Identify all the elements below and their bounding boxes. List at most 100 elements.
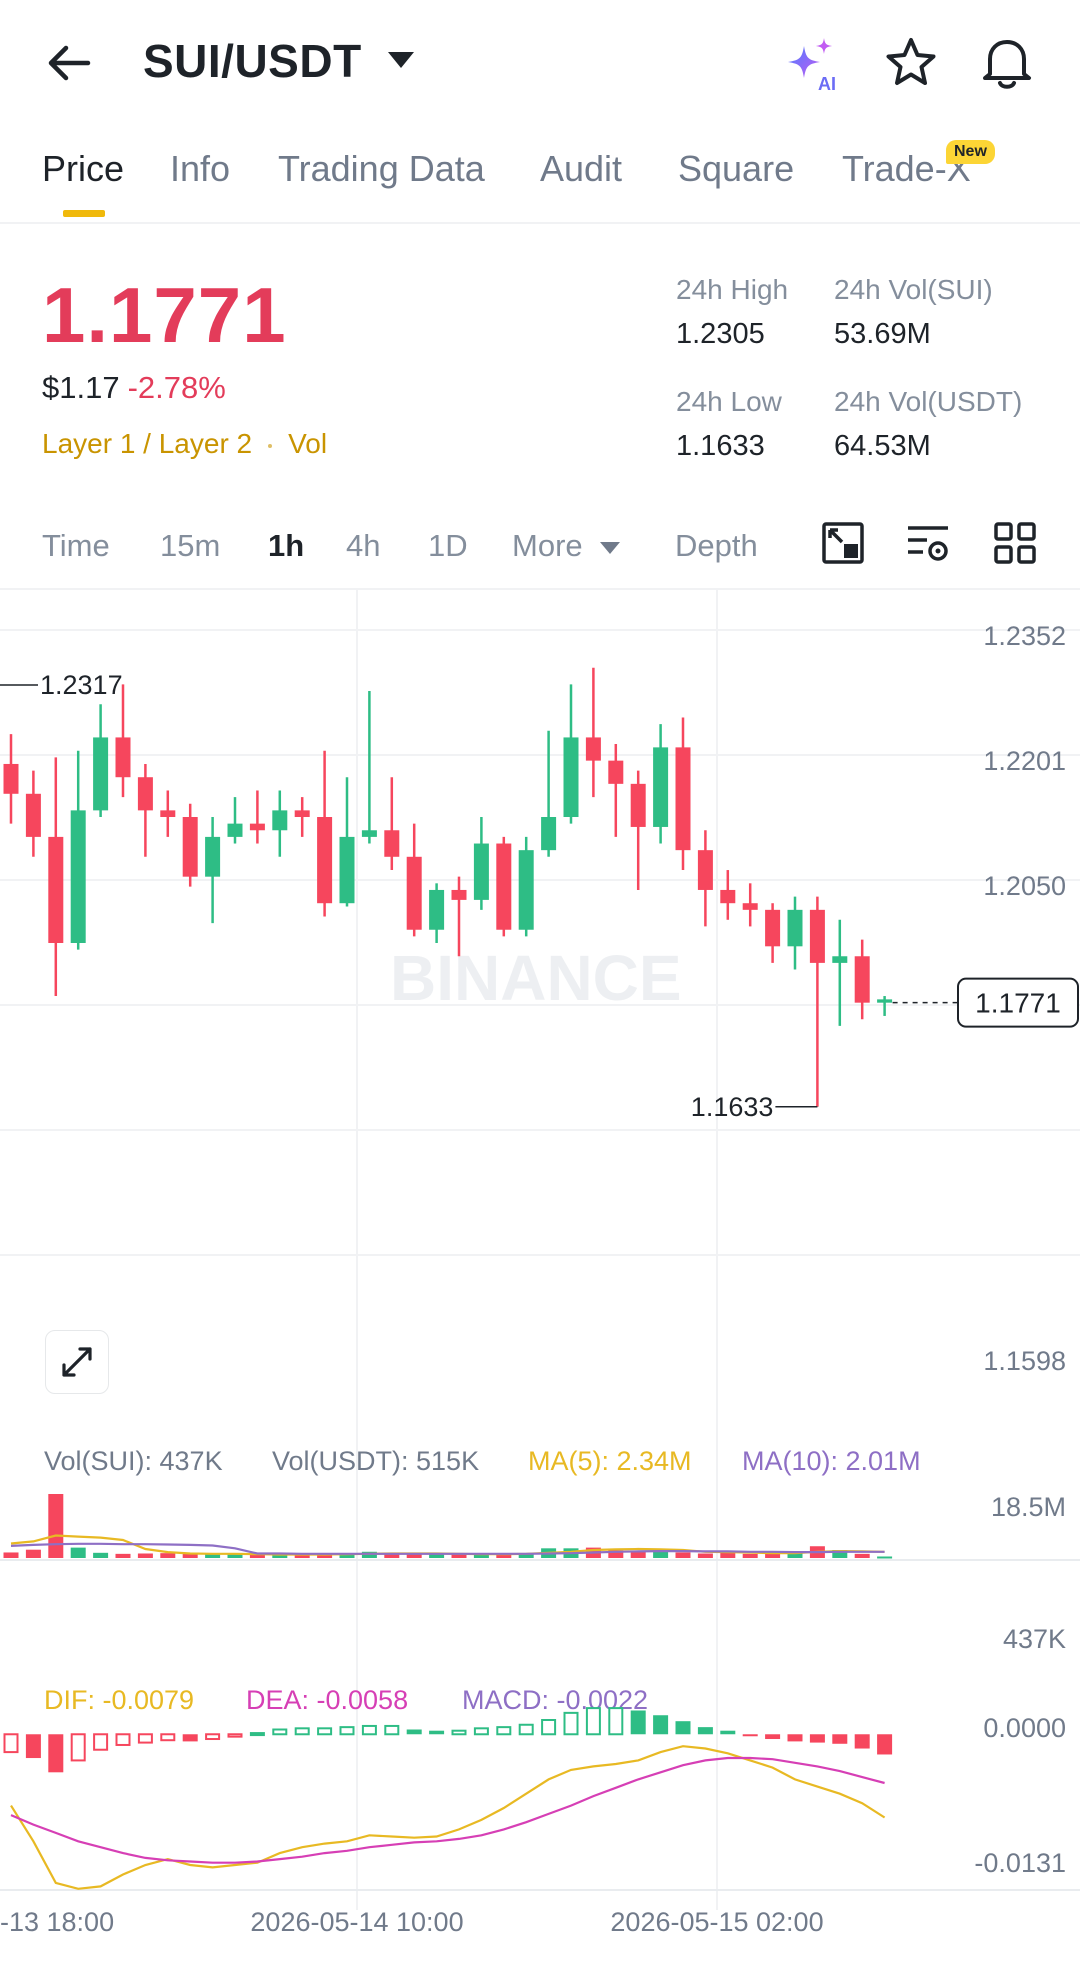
candle-body <box>227 823 243 837</box>
macd-histogram-bar <box>675 1721 691 1735</box>
candle-body <box>675 747 691 851</box>
vol-usdt-label: 24h Vol(USDT) <box>834 386 1023 417</box>
ma10-line <box>10 1542 885 1555</box>
active-tab-indicator <box>63 210 105 217</box>
tab-trading-data[interactable]: Trading Data <box>278 148 485 189</box>
macd-histogram-bar <box>384 1724 400 1736</box>
tab-price[interactable]: Price <box>42 148 125 189</box>
trading-pair-title[interactable]: SUI/USDT <box>143 35 362 87</box>
interval-15m[interactable]: 15m <box>160 528 221 563</box>
tab-audit[interactable]: Audit <box>540 148 623 189</box>
macd-histogram-bar <box>406 1729 422 1735</box>
min-price-label: 1.1633 <box>691 1092 774 1122</box>
high-label: 24h High <box>676 274 789 305</box>
layout-grid-icon[interactable] <box>992 520 1038 566</box>
macd-histogram-bar <box>809 1734 825 1743</box>
volume-bar <box>765 1552 781 1558</box>
dea-legend: DEA: -0.0058 <box>246 1685 408 1715</box>
candle-body <box>496 843 512 930</box>
vol-usdt-legend: Vol(USDT): 515K <box>272 1446 479 1476</box>
candle-body <box>429 889 445 930</box>
price-change-percent: -2.78% <box>127 370 226 405</box>
volume-bar <box>854 1553 870 1558</box>
vol-sui-value: 53.69M <box>834 318 931 350</box>
chart-mode-icon[interactable] <box>820 520 866 566</box>
volume-bar <box>877 1556 893 1559</box>
macd-histogram-bar <box>585 1707 601 1736</box>
candle-body <box>630 783 646 827</box>
max-price-label: 1.2317 <box>40 670 123 700</box>
expand-icon <box>62 1347 92 1377</box>
interval-1d[interactable]: 1D <box>428 528 468 563</box>
candle-body <box>765 909 781 947</box>
volume-bar <box>697 1553 713 1558</box>
ai-label: AI <box>818 74 836 94</box>
candle-body <box>832 956 848 963</box>
volume-bar <box>137 1553 153 1558</box>
candle-body <box>70 810 86 943</box>
interval-depth[interactable]: Depth <box>675 528 758 563</box>
candle-body <box>115 737 131 778</box>
macd-histogram-bar <box>765 1734 781 1740</box>
volume-bar <box>429 1554 445 1558</box>
back-arrow-icon[interactable] <box>44 38 94 88</box>
new-badge: New <box>946 140 995 164</box>
macd-axis-min: -0.0131 <box>974 1848 1066 1878</box>
more-caret-icon[interactable] <box>600 542 620 554</box>
alert-bell-icon[interactable] <box>978 32 1036 92</box>
vol-sui-legend: Vol(SUI): 437K <box>44 1446 223 1476</box>
indicator-settings-icon[interactable] <box>905 520 951 566</box>
candle-body <box>339 836 355 904</box>
candle-body <box>406 856 422 930</box>
dea-line <box>10 1756 885 1864</box>
volume-bar <box>48 1494 64 1558</box>
macd-histogram-bar <box>832 1734 848 1744</box>
macd-pane: DIF: -0.0079 DEA: -0.0058 MACD: -0.00220.0… <box>3 1685 1066 1890</box>
candle-body <box>787 909 803 947</box>
tab-square[interactable]: Square <box>678 148 795 189</box>
time-axis-label: 2026-05-15 02:00 <box>610 1907 823 1937</box>
volume-bar <box>25 1549 41 1558</box>
volume-bar <box>317 1554 333 1558</box>
chart-grid <box>0 590 1080 1910</box>
candle-body <box>3 763 19 794</box>
candle-body <box>653 747 669 827</box>
fiat-price-row: $1.17 -2.78% <box>42 370 226 406</box>
candle-body <box>451 889 467 900</box>
pair-dropdown-caret-icon[interactable] <box>388 52 414 68</box>
tab-info[interactable]: Info <box>170 148 231 189</box>
macd-histogram-bar <box>787 1734 803 1742</box>
candle-body <box>294 810 310 818</box>
price-axis-label: 1.2050 <box>983 871 1066 901</box>
candle-body <box>720 889 736 904</box>
volume-bar <box>720 1552 736 1558</box>
macd-histogram-bar <box>48 1734 64 1773</box>
low-value: 1.1633 <box>676 430 765 462</box>
interval-time[interactable]: Time <box>42 528 110 563</box>
favorite-star-icon[interactable] <box>882 34 940 92</box>
candle-body <box>25 793 41 837</box>
dif-line <box>10 1745 886 1890</box>
candle-body <box>697 850 713 890</box>
volume-bar <box>787 1552 803 1558</box>
tag-vol[interactable]: Vol <box>288 428 328 459</box>
macd-histogram-bar <box>429 1730 445 1735</box>
candle-body <box>809 909 825 963</box>
candle-body <box>518 850 534 930</box>
candle-body <box>541 817 557 851</box>
interval-4h[interactable]: 4h <box>346 528 381 563</box>
tag-layer[interactable]: Layer 1 / Layer 2 <box>42 428 253 459</box>
fullscreen-button[interactable] <box>45 1330 109 1394</box>
macd-histogram-bar <box>742 1734 758 1737</box>
macd-histogram-bar <box>877 1734 893 1755</box>
volume-bar <box>272 1554 288 1558</box>
interval-more[interactable]: More <box>512 528 583 563</box>
vol-axis-min: 437K <box>1003 1624 1066 1654</box>
token-tags: Layer 1 / Layer 2 Vol <box>42 428 327 460</box>
ai-sparkle-icon[interactable]: AI <box>782 34 842 94</box>
ma5-legend: MA(5): 2.34M <box>528 1446 692 1476</box>
macd-histogram-bar <box>160 1733 176 1742</box>
candle-body <box>249 823 265 831</box>
interval-1h[interactable]: 1h <box>268 528 305 563</box>
